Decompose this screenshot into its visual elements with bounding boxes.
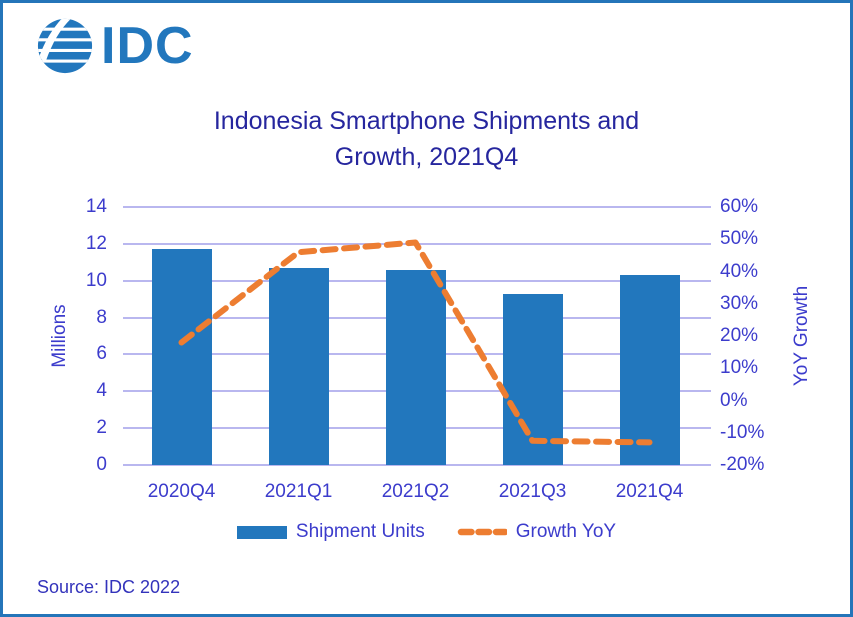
right-axis-tick-label: 60% — [720, 196, 759, 217]
right-axis-tick-label: 30% — [720, 292, 759, 314]
gridline — [123, 464, 711, 466]
legend-dash-swatch-icon — [457, 528, 507, 536]
left-axis-tick-label: 8 — [96, 306, 107, 328]
left-axis-title: Millions — [49, 304, 70, 368]
shipment-bar — [619, 275, 680, 465]
right-axis-tick-label: 40% — [720, 260, 759, 282]
left-axis-tick-label: 12 — [85, 232, 107, 254]
left-axis-tick-label: 10 — [85, 269, 107, 291]
chart-title-line2: Growth, 2021Q4 — [334, 143, 519, 171]
left-axis-tick-label: 2 — [96, 417, 107, 439]
shipment-bar — [268, 267, 329, 465]
chart-title: Indonesia Smartphone Shipments and Growt… — [3, 103, 850, 175]
shipment-bar — [502, 293, 563, 465]
x-axis-label: 2021Q3 — [498, 481, 567, 502]
legend-item-growth-yoy: Growth YoY — [457, 521, 616, 543]
right-axis-tick-label: 0% — [720, 389, 748, 411]
legend-label-shipment-units: Shipment Units — [295, 521, 425, 542]
x-axis-label: 2021Q4 — [615, 481, 684, 502]
legend-label-growth-yoy: Growth YoY — [515, 521, 617, 542]
legend: Shipment Units Growth YoY — [3, 521, 850, 543]
right-axis-title: YoY Growth — [791, 285, 812, 387]
left-axis-tick-label: 6 — [96, 343, 107, 365]
source-text: Source: IDC 2022 — [37, 577, 181, 597]
gridline — [123, 206, 711, 208]
right-axis-tick-label: 50% — [720, 228, 759, 250]
chart-title-line1: Indonesia Smartphone Shipments and — [213, 107, 640, 135]
shipment-bar — [385, 269, 446, 465]
left-axis-tick-label: 14 — [85, 196, 107, 217]
right-axis-tick-label: 20% — [720, 325, 759, 346]
idc-logo-text: IDC — [101, 17, 194, 75]
x-axis-label: 2021Q2 — [381, 481, 450, 502]
left-axis-tick-label: 4 — [96, 380, 107, 402]
x-axis-label: 2020Q4 — [147, 481, 216, 502]
right-axis-tick-label: -20% — [720, 454, 765, 475]
gridline — [123, 242, 711, 245]
shipment-bar — [151, 249, 212, 465]
idc-logo: IDC — [36, 17, 194, 75]
right-axis-tick-label: -10% — [720, 421, 765, 443]
legend-item-shipment-units: Shipment Units — [236, 521, 425, 543]
x-axis-label: 2021Q1 — [264, 481, 333, 502]
legend-bar-swatch-icon — [236, 525, 287, 539]
right-axis-tick-label: 10% — [720, 357, 759, 379]
idc-globe-icon — [37, 18, 93, 74]
left-axis-tick-label: 0 — [96, 454, 107, 475]
